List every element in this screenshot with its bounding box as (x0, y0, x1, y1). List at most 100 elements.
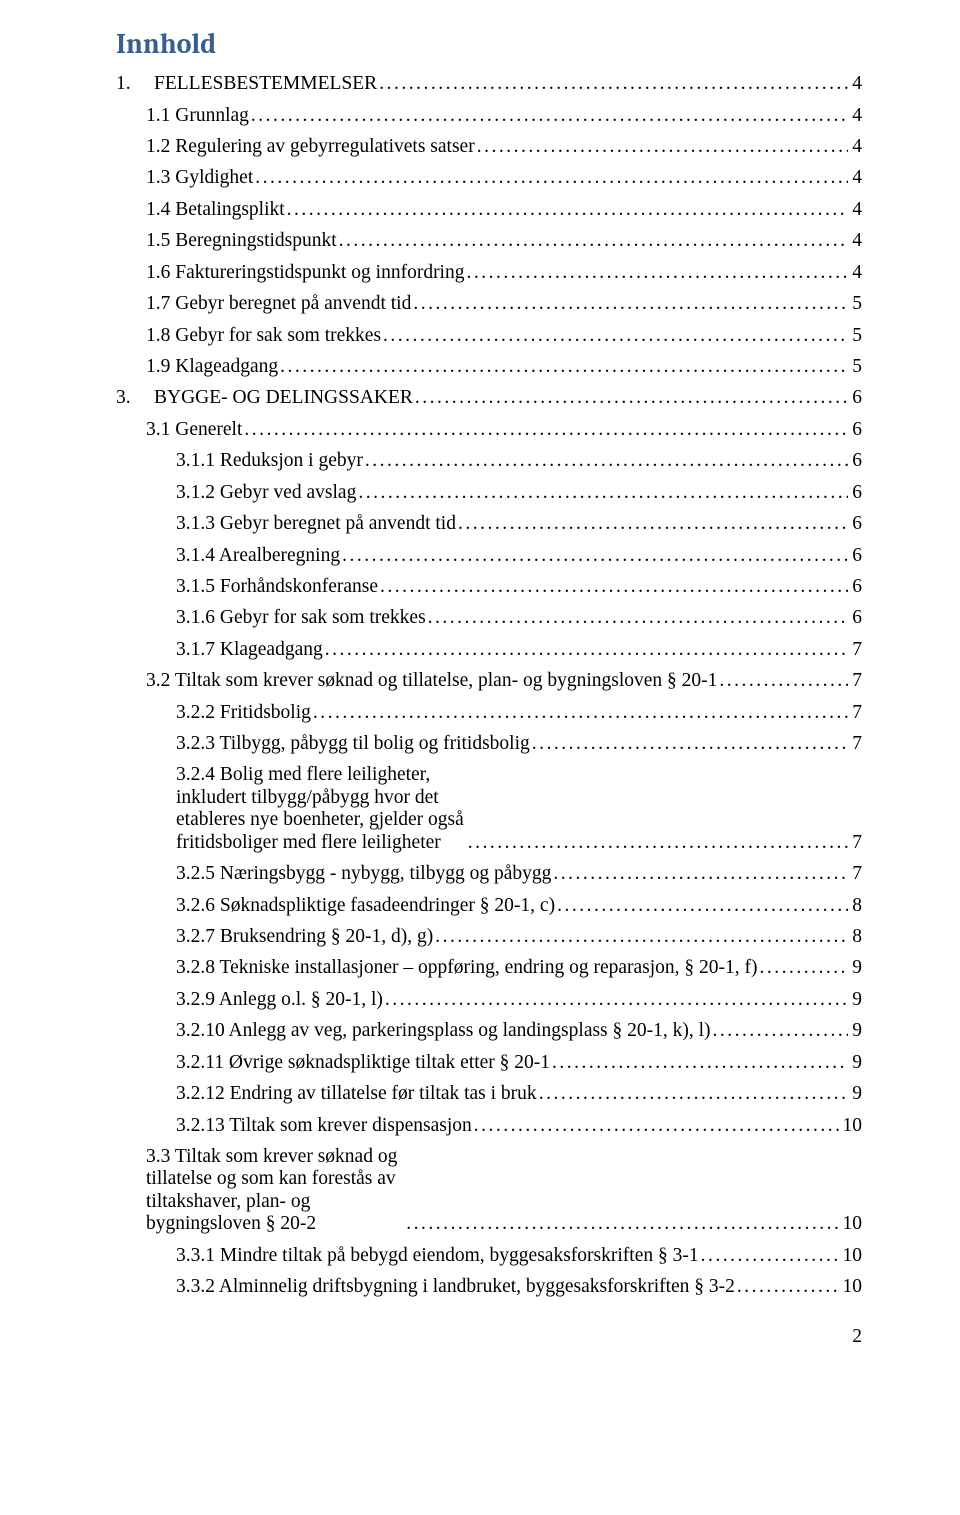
toc-entry[interactable]: 3.1.7 Klageadgang7 (116, 634, 862, 665)
toc-entry[interactable]: 1.8 Gebyr for sak som trekkes5 (116, 320, 862, 351)
toc-entry[interactable]: 3.1.1 Reduksjon i gebyr6 (116, 445, 862, 476)
toc-entry[interactable]: 3.3 Tiltak som krever søknad og tillatel… (116, 1141, 862, 1240)
toc-entry[interactable]: 3.1.3 Gebyr beregnet på anvendt tid6 (116, 508, 862, 539)
toc-entry[interactable]: 1.2 Regulering av gebyrregulativets sats… (116, 131, 862, 162)
toc-entry[interactable]: 1.3 Gyldighet4 (116, 162, 862, 193)
toc-entry[interactable]: 3.2.4 Bolig med flere leiligheter, inklu… (116, 759, 862, 858)
toc-entry-text: 3.1.4 Arealberegning (176, 545, 340, 567)
toc-title: Innhold (116, 28, 862, 60)
toc-entry[interactable]: 3.2.11 Øvrige søknadspliktige tiltak ett… (116, 1047, 862, 1078)
toc-entry-text: 3.2.7 Bruksendring § 20-1, d), g) (176, 926, 433, 948)
toc-leader (385, 989, 848, 1011)
toc-entry-text: 3.3.2 Alminnelig driftsbygning i landbru… (176, 1276, 735, 1298)
toc-entry[interactable]: 3.BYGGE- OG DELINGSSAKER6 (116, 382, 862, 413)
document-page: Innhold 1.FELLESBESTEMMELSER41.1 Grunnla… (0, 0, 960, 1349)
toc-entry-page: 7 (850, 670, 862, 692)
toc-entry[interactable]: 3.1.2 Gebyr ved avslag 6 (116, 477, 862, 508)
toc-leader (719, 670, 848, 692)
toc-entry-text: 3.2.10 Anlegg av veg, parkeringsplass og… (176, 1020, 711, 1042)
toc-entry[interactable]: 3.2.12 Endring av tillatelse før tiltak … (116, 1078, 862, 1109)
toc-entry-text: BYGGE- OG DELINGSSAKER (154, 387, 413, 409)
toc-entry[interactable]: 3.1.5 Forhåndskonferanse6 (116, 571, 862, 602)
toc-entry[interactable]: 1.9 Klageadgang5 (116, 351, 862, 382)
toc-entry-text: 3.3.1 Mindre tiltak på bebygd eiendom, b… (176, 1245, 699, 1267)
toc-entry-text: 3.2 Tiltak som krever søknad og tillatel… (146, 670, 717, 692)
toc-leader (255, 167, 848, 189)
toc-entry-page: 6 (850, 387, 862, 409)
toc-entry[interactable]: 3.1.4 Arealberegning6 (116, 540, 862, 571)
toc-entry-page: 8 (850, 926, 862, 948)
toc-entry-text: 3.2.6 Søknadspliktige fasadeendringer § … (176, 895, 555, 917)
toc-entry[interactable]: 3.3.1 Mindre tiltak på bebygd eiendom, b… (116, 1240, 862, 1271)
toc-entry-page: 4 (850, 230, 862, 252)
toc-entry-page: 10 (841, 1213, 863, 1235)
toc-leader (365, 450, 848, 472)
toc-entry[interactable]: 3.2.3 Tilbygg, påbygg til bolig og friti… (116, 728, 862, 759)
toc-entry-text: 3.2.3 Tilbygg, påbygg til bolig og friti… (176, 733, 530, 755)
toc-entry-text: 1.7 Gebyr beregnet på anvendt tid (146, 293, 411, 315)
toc-entry-page: 7 (850, 863, 862, 885)
toc-leader (313, 702, 848, 724)
toc-entry-text: 3.2.12 Endring av tillatelse før tiltak … (176, 1083, 537, 1105)
toc-entry[interactable]: 3.2.7 Bruksendring § 20-1, d), g) 8 (116, 921, 862, 952)
toc-entry-page: 9 (850, 989, 862, 1011)
toc-entry-page: 6 (850, 482, 862, 504)
toc-entry-page: 7 (850, 733, 862, 755)
page-number: 2 (116, 1302, 862, 1348)
toc-entry-page: 7 (850, 639, 862, 661)
toc-entry[interactable]: 1.4 Betalingsplikt4 (116, 194, 862, 225)
toc-leader (379, 73, 848, 95)
toc-leader (737, 1276, 839, 1298)
toc-entry-page: 10 (841, 1276, 863, 1298)
toc-entry[interactable]: 1.7 Gebyr beregnet på anvendt tid5 (116, 288, 862, 319)
toc-entry[interactable]: 3.3.2 Alminnelig driftsbygning i landbru… (116, 1271, 862, 1302)
toc-entry-page: 8 (850, 895, 862, 917)
toc-entry[interactable]: 3.2.6 Søknadspliktige fasadeendringer § … (116, 890, 862, 921)
toc-entry-text: 3.3 Tiltak som krever søknad og tillatel… (146, 1146, 404, 1236)
toc-leader (713, 1020, 849, 1042)
toc-entry-page: 6 (850, 513, 862, 535)
toc-entry-text: 3.2.2 Fritidsbolig (176, 702, 311, 724)
toc-leader (339, 230, 849, 252)
toc-leader (466, 262, 848, 284)
toc-entry[interactable]: 3.1 Generelt6 (116, 414, 862, 445)
toc-leader (413, 293, 848, 315)
toc-entry-text: 3.2.9 Anlegg o.l. § 20-1, l) (176, 989, 383, 1011)
toc-leader (342, 545, 848, 567)
toc-entry[interactable]: 3.2.2 Fritidsbolig7 (116, 697, 862, 728)
toc-entry[interactable]: 1.5 Beregningstidspunkt4 (116, 225, 862, 256)
toc-leader (557, 895, 848, 917)
toc-entry-text: 3.2.8 Tekniske installasjoner – oppførin… (176, 957, 758, 979)
toc-leader (244, 419, 848, 441)
toc-entry-page: 10 (841, 1115, 863, 1137)
toc-leader (325, 639, 849, 661)
toc-entry-text: FELLESBESTEMMELSER (154, 73, 377, 95)
toc-leader (358, 482, 848, 504)
toc-leader (251, 105, 848, 127)
toc-entry-text: 3.2.5 Næringsbygg - nybygg, tilbygg og p… (176, 863, 551, 885)
toc-leader (468, 832, 848, 854)
toc-entry-page: 4 (850, 136, 862, 158)
toc-entry[interactable]: 3.2.8 Tekniske installasjoner – oppførin… (116, 952, 862, 983)
toc-entry[interactable]: 3.1.6 Gebyr for sak som trekkes6 (116, 602, 862, 633)
toc-leader (415, 387, 848, 409)
toc-entry[interactable]: 3.2 Tiltak som krever søknad og tillatel… (116, 665, 862, 696)
toc-entry-text: 3.1.2 Gebyr ved avslag (176, 482, 356, 504)
toc-leader (383, 325, 848, 347)
toc-entry[interactable]: 3.2.9 Anlegg o.l. § 20-1, l) 9 (116, 984, 862, 1015)
toc-leader (552, 1052, 848, 1074)
toc-entry[interactable]: 1.1 Grunnlag4 (116, 100, 862, 131)
toc-entry-page: 9 (850, 1083, 862, 1105)
toc-entry[interactable]: 1.FELLESBESTEMMELSER4 (116, 68, 862, 99)
toc-entry-page: 5 (850, 325, 862, 347)
toc-entry[interactable]: 1.6 Faktureringstidspunkt og innfordring… (116, 257, 862, 288)
toc-entry[interactable]: 3.2.5 Næringsbygg - nybygg, tilbygg og p… (116, 858, 862, 889)
toc-leader (477, 136, 849, 158)
toc-list: 1.FELLESBESTEMMELSER41.1 Grunnlag41.2 Re… (116, 68, 862, 1302)
toc-entry[interactable]: 3.2.10 Anlegg av veg, parkeringsplass og… (116, 1015, 862, 1046)
toc-entry-text: 3.1.5 Forhåndskonferanse (176, 576, 378, 598)
toc-entry[interactable]: 3.2.13 Tiltak som krever dispensasjon10 (116, 1110, 862, 1141)
toc-leader (435, 926, 848, 948)
toc-entry-text: 3.1.1 Reduksjon i gebyr (176, 450, 363, 472)
toc-entry-page: 6 (850, 419, 862, 441)
